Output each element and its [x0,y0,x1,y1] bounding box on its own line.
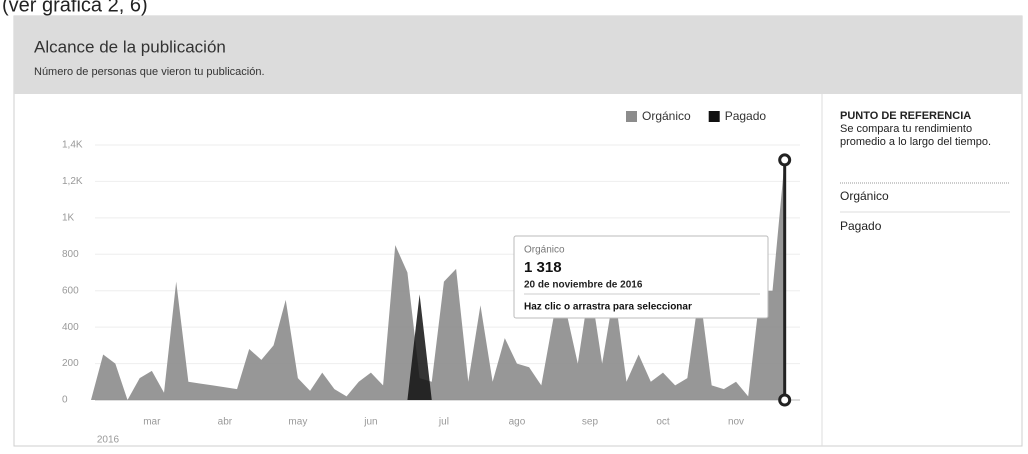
tooltip-value: 1 318 [524,259,562,276]
y-tick-label: 400 [62,322,79,333]
x-tick-label: oct [656,417,670,428]
x-tick-label: jun [363,417,377,428]
tooltip-date: 20 de noviembre de 2016 [524,280,643,291]
panel-title: PUNTO DE REFERENCIA [840,110,971,122]
x-tick-label: jul [438,417,449,428]
x-tick-label: may [288,417,307,428]
x-tick-label: mar [143,417,161,428]
legend-swatch [626,111,637,122]
panel-desc-box: Se compara tu rendimiento promedio a lo … [840,123,992,148]
card-header [14,16,1022,94]
tooltip-hint: Haz clic o arrastra para seleccionar [524,302,692,313]
area [91,159,785,400]
tooltip-series: Orgánico [524,245,565,256]
chart-title: Alcance de la publicación [34,37,226,56]
x-tick-label: abr [218,417,233,428]
tooltip: Orgánico 1 318 20 de noviembre de 2016 Haz … [513,235,769,319]
year-label: 2016 [97,435,120,446]
tooltip-box [513,235,769,319]
x-tick-label: nov [728,417,744,428]
panel-item[interactable]: Orgánico [840,189,889,203]
chart-subtitle: Número de personas que vieron tu publica… [34,66,265,78]
legend-label: Pagado [725,109,767,123]
x-tick-label: sep [582,417,599,428]
panel-item[interactable]: Pagado [840,219,882,233]
legend-label: Orgánico [642,109,691,123]
y-tick-label: 600 [62,285,79,296]
y-tick-label: 200 [62,358,79,369]
y-tick-label: 800 [62,249,79,260]
y-tick-label: 0 [62,395,68,406]
selection-point [778,153,792,167]
legend-swatch [708,111,720,122]
y-tick-label: 1K [62,212,75,223]
y-tick-label: 1,4K [62,140,83,151]
selection-base [778,393,792,407]
y-tick-label: 1,2K [62,176,83,187]
x-tick-label: ago [509,417,526,428]
caption: (ver gráfica 2, 6) [2,0,148,16]
panel-description: Se compara tu rendimiento promedio a lo … [840,123,992,148]
